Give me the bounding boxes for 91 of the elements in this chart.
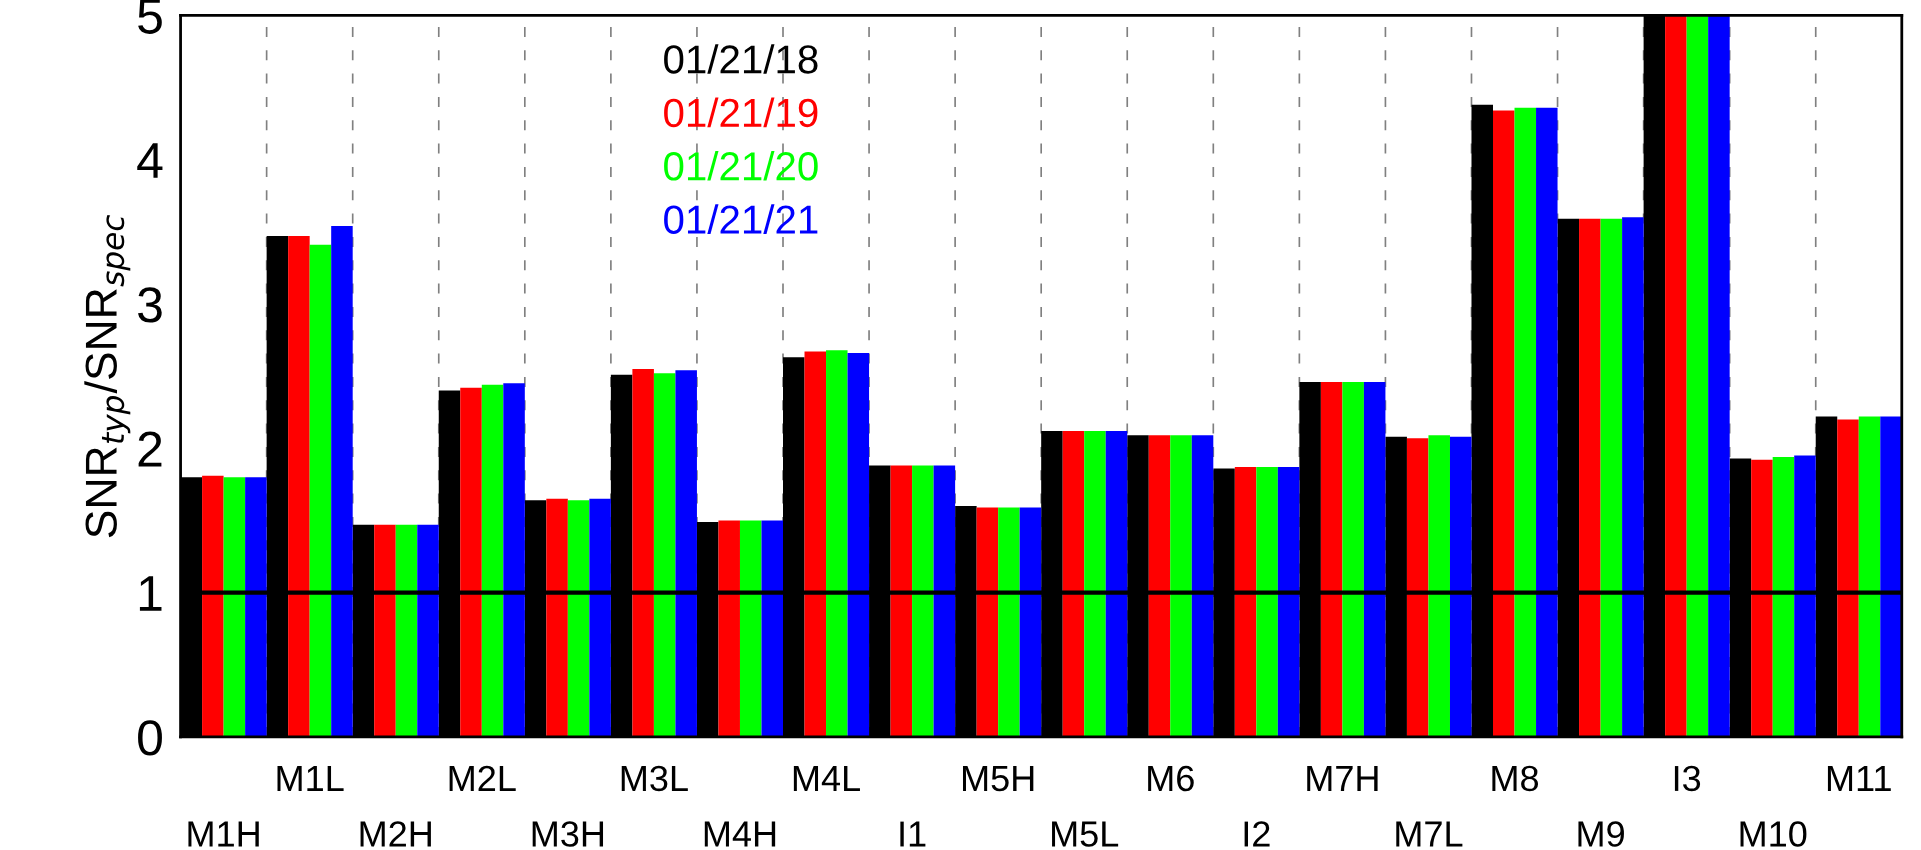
- y-tick-label: 3: [138, 287, 162, 323]
- x-tick-label: M6: [1148, 765, 1194, 792]
- x-tick-label: M1L: [277, 766, 344, 791]
- x-tick-label: M4H: [704, 821, 776, 847]
- x-tick-label: M5L: [1052, 821, 1119, 847]
- bar: [374, 524, 396, 737]
- bar: [1428, 435, 1450, 737]
- bar: [503, 383, 525, 737]
- x-tick-label: M7L: [1396, 821, 1463, 847]
- bar: [1105, 430, 1128, 737]
- x-tick-label: I1: [900, 821, 926, 847]
- bar: [1858, 416, 1881, 737]
- bar: [890, 465, 913, 737]
- bar: [826, 350, 848, 737]
- x-tick-label: M10: [1740, 821, 1807, 847]
- bar: [1234, 467, 1257, 737]
- y-tick-label: 2: [138, 431, 162, 467]
- x-tick-label: M7H: [1307, 766, 1378, 791]
- bar: [1622, 217, 1644, 737]
- bar: [739, 520, 762, 737]
- bar: [331, 226, 353, 737]
- bar: [675, 370, 697, 737]
- x-tick-label: M4L: [793, 766, 860, 791]
- bar: [1514, 107, 1537, 737]
- bar: [460, 387, 482, 737]
- bar: [546, 498, 568, 737]
- bar: [395, 524, 418, 737]
- bar: [1686, 15, 1709, 737]
- bar: [1406, 438, 1429, 737]
- bar: [653, 373, 676, 737]
- bar: [245, 477, 267, 737]
- bar: [288, 236, 310, 737]
- x-tick-label: M1H: [188, 821, 259, 847]
- text: 01/21/18: [664, 44, 818, 74]
- bar: [417, 524, 439, 737]
- bar: [1342, 381, 1364, 737]
- bar: [847, 353, 870, 737]
- bar: [1191, 435, 1214, 737]
- text: 01/21/21: [664, 204, 818, 234]
- bar: [1880, 416, 1902, 737]
- bar: [202, 475, 224, 737]
- y-tick-label: 4: [137, 143, 163, 178]
- x-tick-label: I3: [1674, 765, 1701, 792]
- bar: [1256, 467, 1278, 737]
- x-tick-label: M2L: [449, 765, 516, 791]
- y-tick-label: 1: [139, 576, 162, 611]
- x-tick-label: M5H: [962, 766, 1034, 792]
- bar: [1148, 435, 1171, 737]
- bar: [1665, 15, 1687, 737]
- bar: [589, 498, 611, 737]
- bar: [804, 351, 827, 737]
- y-tick-label: 5: [138, 0, 162, 34]
- x-tick-label: I2: [1244, 821, 1270, 847]
- bar: [912, 465, 934, 737]
- bar: [481, 384, 504, 737]
- bar: [223, 477, 246, 737]
- bar: [1708, 15, 1730, 737]
- bar: [632, 368, 654, 737]
- bar: [1277, 467, 1300, 737]
- x-tick-label: M2H: [360, 821, 431, 847]
- bar: [1493, 110, 1515, 737]
- text: 01/21/19: [664, 97, 818, 128]
- x-tick-label: M3L: [621, 765, 688, 792]
- text: 01/21/20: [664, 150, 818, 181]
- bar: [1320, 381, 1343, 737]
- bar: [1363, 381, 1386, 737]
- y-tick-label: 0: [138, 720, 162, 756]
- bar: [998, 507, 1020, 737]
- bar: [1019, 507, 1042, 737]
- bar: [933, 465, 956, 737]
- bar: [1170, 435, 1192, 737]
- bar: [1536, 107, 1558, 737]
- bar: [761, 520, 783, 737]
- x-tick-label: M8: [1492, 765, 1539, 792]
- bar: [718, 520, 740, 737]
- bar: [976, 507, 999, 737]
- y-axis-title: SNR$_{typ}$/SNR$_{spec}$: [84, 215, 131, 538]
- bar: [1751, 459, 1773, 737]
- bar: [1794, 455, 1816, 737]
- bar: [1062, 430, 1085, 737]
- bar: [1084, 430, 1106, 737]
- bar: [1837, 419, 1859, 737]
- bar: [1449, 436, 1472, 737]
- x-tick-label: M3H: [532, 821, 604, 847]
- bar: [1579, 218, 1601, 737]
- x-tick-label: M11: [1827, 766, 1891, 791]
- bar: [1772, 456, 1795, 737]
- x-tick-label: M9: [1578, 821, 1624, 847]
- bar: [567, 500, 590, 737]
- bar: [309, 244, 332, 737]
- bar: [1600, 218, 1623, 737]
